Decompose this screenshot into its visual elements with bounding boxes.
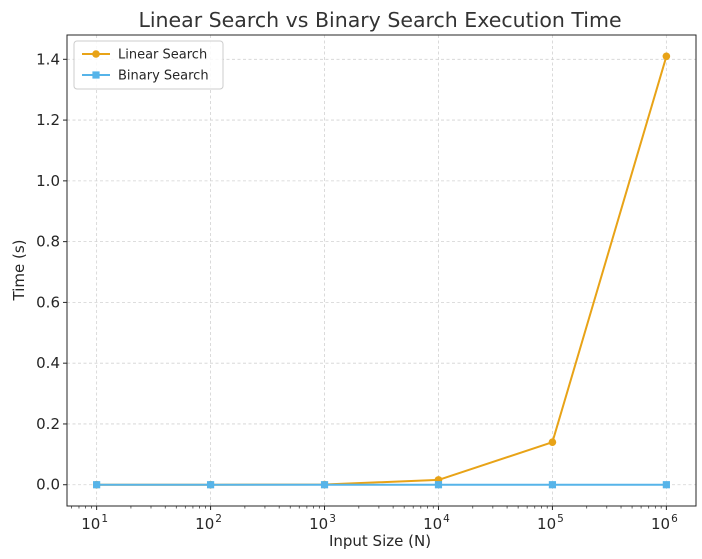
data-point-linear-search — [548, 438, 557, 446]
data-point-binary-search — [320, 481, 329, 489]
x-tick-label: 102 — [195, 513, 222, 533]
x-axis-label: Input Size (N) — [329, 532, 431, 550]
y-tick-label: 0.4 — [36, 354, 60, 372]
plot-area-frame — [66, 34, 697, 507]
y-tick-label: 1.0 — [36, 172, 60, 190]
data-point-binary-search — [548, 481, 557, 489]
y-tick-label: 0.0 — [36, 476, 60, 494]
x-tick-label: 103 — [309, 513, 336, 533]
x-tick-label: 106 — [651, 513, 678, 533]
y-tick-label: 0.2 — [36, 415, 60, 433]
series-line-linear-search — [96, 56, 668, 486]
grid-layer — [67, 35, 696, 506]
chart-title: Linear Search vs Binary Search Execution… — [138, 8, 621, 32]
legend-label-linear-search: Linear Search — [118, 48, 207, 63]
legend: Linear Search Binary Search — [73, 40, 224, 90]
legend-marker-binary-search — [92, 71, 100, 79]
data-point-binary-search — [93, 481, 101, 489]
legend-box — [73, 40, 224, 90]
data-point-binary-search — [434, 481, 443, 489]
y-tick-label: 1.4 — [36, 50, 60, 68]
y-tick-label: 0.8 — [36, 233, 60, 251]
data-point-linear-search — [662, 52, 671, 61]
legend-marker-linear-search — [92, 50, 100, 58]
data-point-binary-search — [662, 481, 670, 489]
data-point-binary-search — [206, 481, 215, 489]
x-tick-label: 104 — [423, 513, 450, 533]
series-layer — [92, 52, 671, 489]
legend-label-binary-search: Binary Search — [118, 69, 209, 84]
x-tick-label: 105 — [537, 513, 564, 533]
y-axis-label: Time (s) — [10, 240, 28, 302]
x-tick-label: 101 — [81, 513, 108, 533]
y-tick-label: 0.6 — [36, 293, 60, 311]
axes-layer: 0.0 0.2 0.4 0.6 0.8 1.0 1.2 1.4 101 102 103 104 105 1… — [36, 34, 697, 533]
y-tick-label: 1.2 — [36, 111, 60, 129]
